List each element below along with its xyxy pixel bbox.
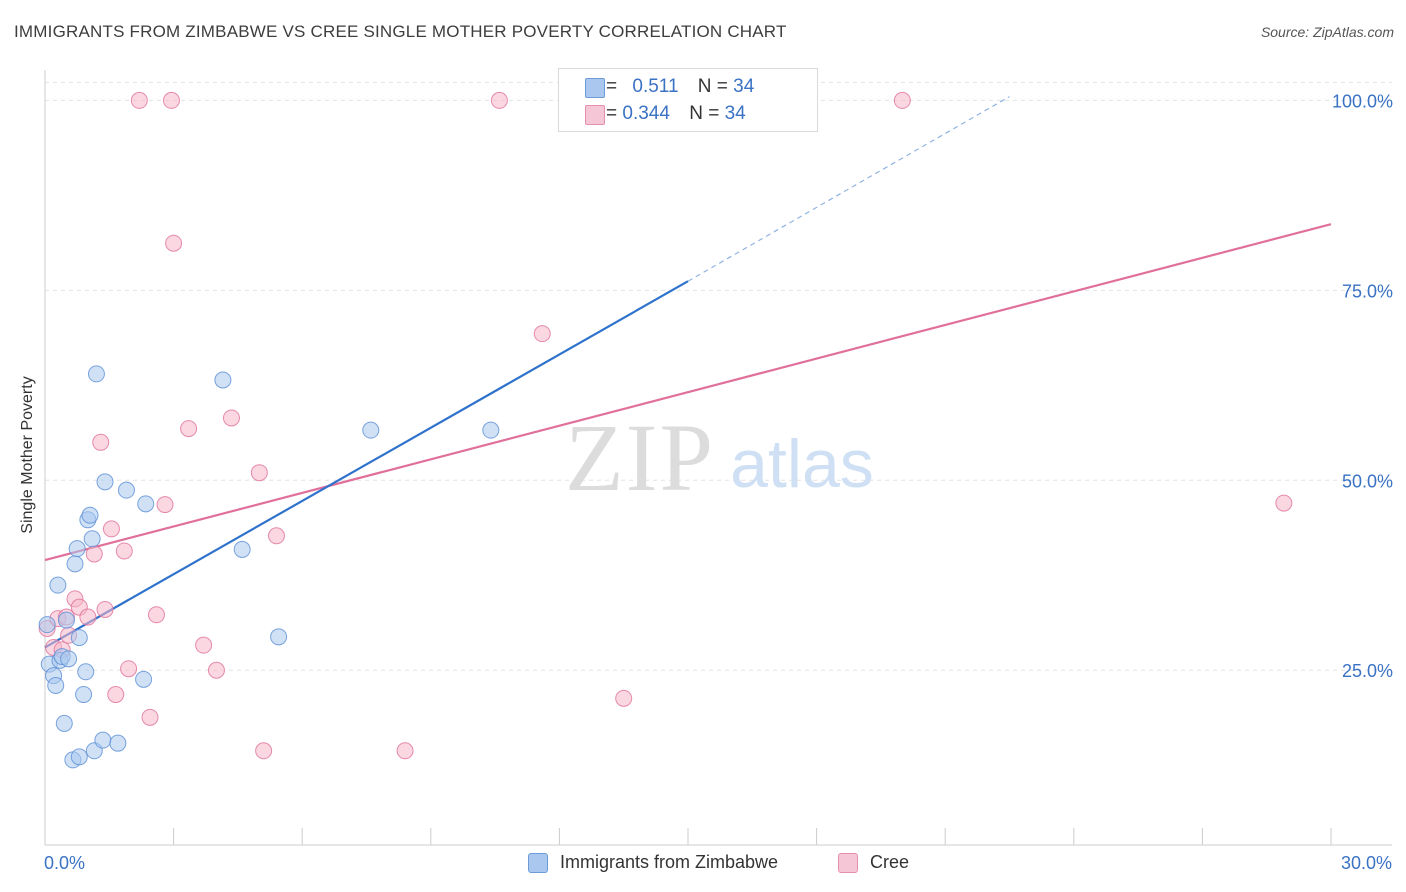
legend-label-cree: Cree [870,852,910,872]
point-zimbabwe [270,628,288,646]
point-zimbabwe [96,473,114,491]
point-zimbabwe [70,748,88,766]
r-value: 0.344 [622,103,670,124]
point-zimbabwe [87,365,105,383]
point-cree [96,600,114,618]
point-cree [893,91,911,109]
legend-swatch-cree [838,852,858,873]
y-tick-label: 100.0% [1332,91,1393,111]
source-label: Source: ZipAtlas.com [1260,24,1394,40]
watermark-atlas: atlas [730,426,874,502]
point-zimbabwe [117,481,135,499]
point-cree [130,91,148,109]
trend-line-zimbabwe [44,280,689,649]
axes [44,70,1392,846]
point-cree [222,409,240,427]
point-zimbabwe [135,670,153,688]
series-legend: Immigrants from Zimbabwe Cree [0,852,1406,878]
point-zimbabwe [70,629,88,647]
watermark: ZIP atlas [565,404,874,511]
chart-title: IMMIGRANTS FROM ZIMBABWE VS CREE SINGLE … [14,22,787,41]
point-zimbabwe [68,540,86,558]
point-zimbabwe [83,530,101,548]
watermark-zip: ZIP [565,404,715,511]
point-zimbabwe [77,663,95,681]
point-cree [615,689,633,707]
n-label: N = [697,76,734,97]
correlation-legend: R = 0.511 N = 34 R = 0.344 N = 34 [558,68,818,132]
trend-lines [44,96,1332,649]
point-zimbabwe [233,540,251,558]
point-cree [107,686,125,704]
point-cree [92,433,110,451]
point-zimbabwe [47,676,65,694]
x-tick-label: 0.0% [44,853,85,873]
legend-swatch-zimbabwe [528,852,548,873]
point-zimbabwe [362,421,380,439]
point-zimbabwe [55,714,73,732]
point-cree [195,636,213,654]
legend-label-zimbabwe: Immigrants from Zimbabwe [560,852,779,872]
point-cree [396,742,414,760]
point-cree [162,91,180,109]
point-cree [115,542,133,560]
legend-row-zimbabwe: R = 0.511 N = 34 [585,75,755,99]
legend-swatch-zimbabwe [585,78,605,98]
point-cree [267,527,285,545]
n-value: 34 [724,103,746,124]
grid-lines [45,81,1392,671]
point-zimbabwe [214,371,232,389]
point-cree [85,545,103,563]
r-value: 0.511 [632,76,679,97]
y-tick-label: 25.0% [1342,661,1393,681]
point-zimbabwe [109,734,127,752]
trend-line-cree [44,223,1332,562]
legend-item-cree[interactable]: Cree [838,852,909,873]
legend-row-cree: R = 0.344 N = 34 [585,102,746,126]
y-tick-label: 75.0% [1342,281,1393,301]
point-zimbabwe [94,731,112,749]
point-cree [255,742,273,760]
point-zimbabwe [60,650,78,668]
point-zimbabwe [137,495,155,513]
x-tick-label: 30.0% [1341,853,1392,873]
data-points [38,91,1293,769]
point-cree [250,464,268,482]
point-cree [533,325,551,343]
point-cree [147,606,165,624]
y-axis-label: Single Mother Poverty [19,376,36,534]
point-cree [165,234,183,252]
point-cree [141,708,159,726]
point-cree [180,420,198,438]
point-cree [1275,494,1293,512]
legend-item-zimbabwe[interactable]: Immigrants from Zimbabwe [528,852,778,873]
tick-labels: 25.0% 50.0% 75.0% 100.0% 0.0% 30.0% [44,91,1393,873]
point-cree [102,520,120,538]
point-cree [490,91,508,109]
legend-swatch-cree [585,105,605,125]
n-value: 34 [733,76,755,97]
y-tick-label: 50.0% [1342,471,1393,491]
point-cree [120,660,138,678]
trend-line-zimbabwe-extension [687,96,1010,282]
point-zimbabwe [49,576,67,594]
point-cree [156,496,174,514]
point-zimbabwe [38,616,56,634]
point-cree [79,608,97,626]
n-label: N = [689,103,725,124]
point-zimbabwe [75,686,93,704]
point-zimbabwe [81,506,99,524]
point-zimbabwe [57,611,75,629]
point-zimbabwe [482,421,500,439]
point-cree [207,661,225,679]
point-zimbabwe [66,555,84,573]
